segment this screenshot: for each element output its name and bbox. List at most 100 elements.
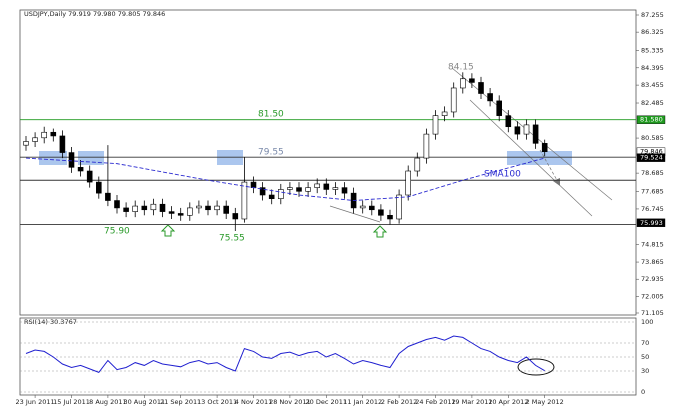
candle-body (250, 181, 257, 188)
x-tick-label: 20 Dec 2011 (306, 398, 348, 406)
projection-arrow (539, 149, 559, 183)
candle-body (277, 189, 284, 199)
candle-body (123, 207, 129, 212)
candle-body (487, 93, 493, 102)
chart-title: USDJPY,Daily 79.919 79.980 79.805 79.846 (24, 10, 165, 18)
y-tick-label: 78.685 (641, 169, 664, 177)
y-tick-label: 84.395 (641, 64, 664, 72)
rsi-frame (19, 317, 637, 396)
up-arrow (160, 224, 176, 237)
sma-line (25, 157, 545, 201)
y-tick-label: 72.935 (641, 275, 664, 283)
candle-body (305, 187, 311, 192)
candle-body (59, 135, 66, 153)
candle-body (205, 205, 211, 211)
price-label-box (636, 218, 666, 228)
candle-body (86, 170, 93, 183)
candle-body (514, 126, 521, 135)
candle-body (187, 207, 193, 216)
candle-body (414, 157, 421, 172)
candle-body (496, 100, 503, 116)
annotation: 79.55 (258, 148, 284, 158)
candle-body (478, 82, 484, 94)
candle-body (469, 78, 475, 83)
y-tick-label: 70 (641, 339, 649, 347)
candle-body (168, 211, 175, 214)
candle-body (396, 194, 402, 220)
candle-body (505, 115, 512, 128)
candle-body (177, 213, 184, 216)
candle-body (450, 87, 457, 113)
x-tick-label: 19 Mar 2012 (451, 398, 492, 406)
x-tick-label: 23 Jun 2011 (16, 398, 55, 406)
x-tick-label: 28 Nov 2011 (269, 398, 311, 406)
y-tick-label: 72.005 (641, 292, 664, 300)
candle-body (341, 187, 348, 194)
candle-body (541, 143, 548, 153)
annotation: 75.90 (104, 227, 130, 237)
support-box (78, 151, 104, 165)
candle-body (77, 167, 84, 172)
x-tick-label: 2 Feb 2012 (381, 398, 417, 406)
candle-body (159, 203, 166, 212)
x-tick-label: 30 Aug 2011 (123, 398, 165, 406)
candle-body (314, 183, 321, 188)
price-label: 81.580 (640, 116, 663, 124)
candle-body (241, 181, 248, 220)
rsi-line (25, 335, 545, 374)
legend-label: SMA100 (484, 170, 521, 180)
y-tick-label: 86.325 (641, 28, 664, 36)
rsi-title: RSI(14) 30.3767 (24, 318, 77, 326)
candle-body (368, 205, 375, 211)
candle-body (378, 209, 384, 216)
x-tick-label: 24 Feb 2012 (415, 398, 455, 406)
y-tick-label: 0 (641, 388, 645, 396)
annotation: 81.50 (258, 110, 284, 120)
candle-body (323, 183, 330, 190)
y-tick-label: 87.255 (641, 11, 664, 19)
price-label-box (636, 115, 666, 124)
x-tick-label: 10 Apr 2012 (488, 398, 528, 406)
candle-body (259, 187, 266, 196)
main-frame (19, 9, 637, 316)
up-arrows (160, 224, 388, 238)
candle-body (214, 205, 220, 211)
y-tick-label: 73.865 (641, 258, 664, 266)
candle-body (387, 214, 393, 220)
price-label-box (636, 153, 666, 162)
price-label: 79.846 (640, 148, 663, 156)
support-box (39, 151, 67, 165)
trend-line (329, 205, 381, 223)
candle-body (332, 187, 339, 190)
candle-body (114, 200, 120, 209)
y-tick-label: 74.815 (641, 241, 664, 249)
x-tick-label: 4 Nov 2011 (235, 398, 273, 406)
y-tick-label: 77.685 (641, 188, 664, 196)
y-tick-label: 76.745 (641, 205, 664, 213)
candle-body (287, 187, 293, 190)
x-tick-label: 11 Jan 2012 (343, 398, 382, 406)
x-tick-label: 2 May 2012 (526, 398, 564, 406)
y-tick-label: 71.105 (641, 309, 664, 317)
candle-body (532, 124, 539, 144)
candle-body (105, 192, 111, 201)
y-tick-label: 82.485 (641, 99, 664, 107)
candle-body (405, 170, 412, 196)
candle-body (296, 187, 302, 192)
y-tick-label: 30 (641, 367, 649, 375)
candle-body (141, 205, 148, 211)
candle-body (150, 203, 157, 211)
y-tick-label: 85.335 (641, 46, 664, 54)
candle-body (232, 213, 239, 220)
candle-body (268, 194, 275, 199)
candle-body (423, 133, 430, 159)
price-label: 75.993 (640, 219, 663, 227)
annotation: 84.15 (448, 63, 474, 73)
candle-body (432, 115, 439, 135)
candle-body (50, 131, 57, 137)
x-tick-label: 15 Jul 2011 (53, 398, 90, 406)
candle-body (96, 181, 102, 194)
x-tick-label: 21 Sep 2011 (160, 398, 201, 406)
candle-body (441, 111, 448, 116)
